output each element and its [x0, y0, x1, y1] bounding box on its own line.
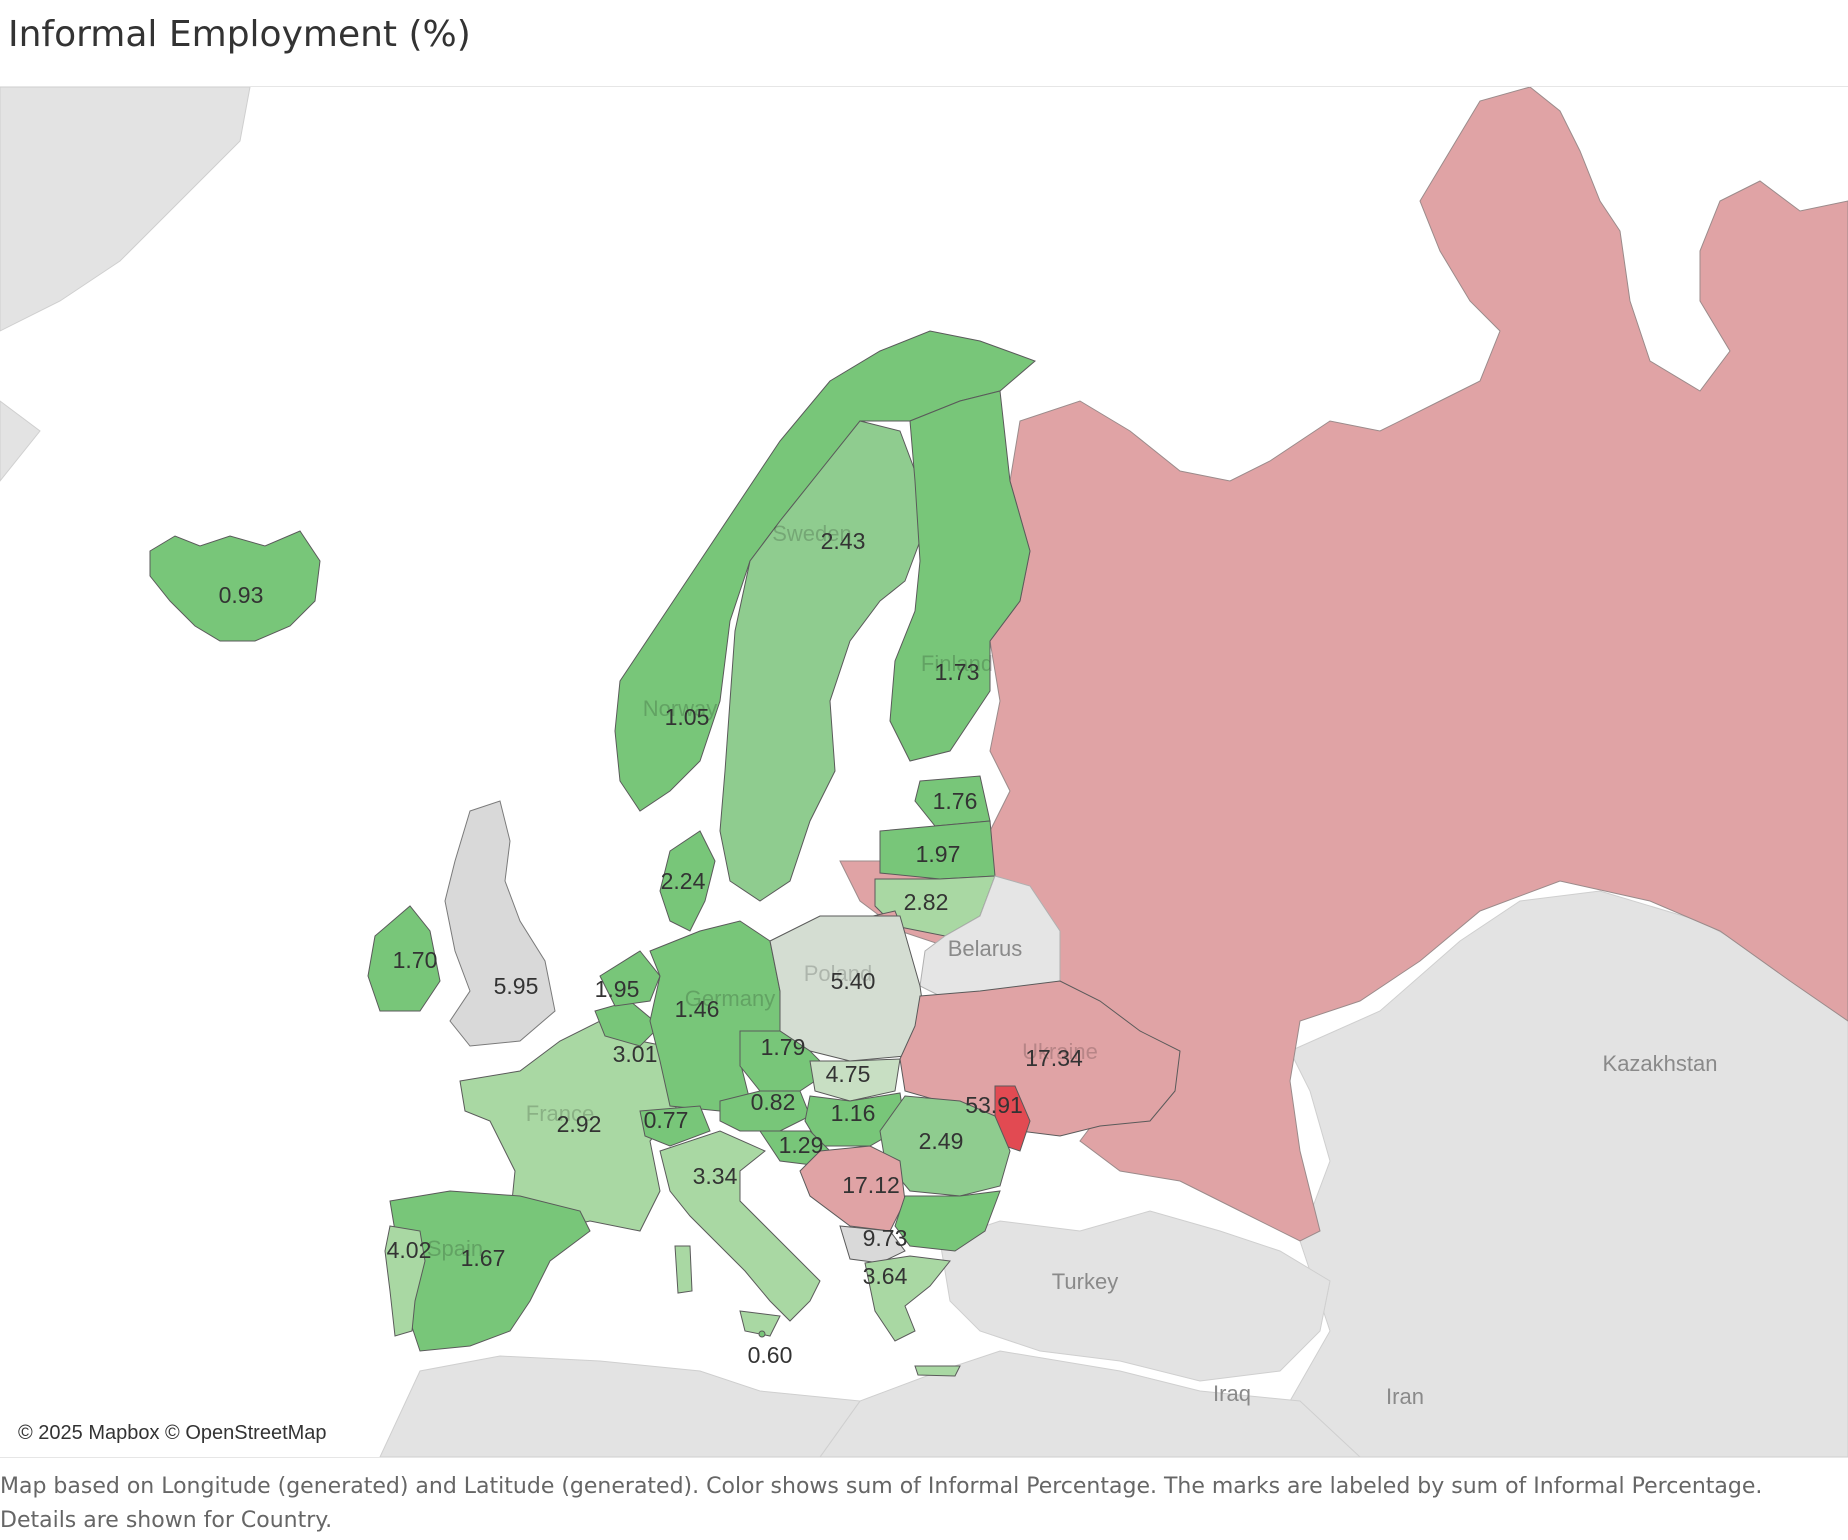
basemap-labels: Belarus Kazakhstan Turkey Iraq Iran: [948, 936, 1718, 1409]
value-label-finland: 1.73: [935, 659, 980, 685]
label-kazakhstan: Kazakhstan: [1603, 1051, 1718, 1076]
region-france[interactable]: [459, 1020, 691, 1232]
value-label-portugal: 4.02: [387, 1237, 432, 1263]
ghost-label-sweden: Sweden: [772, 521, 852, 546]
ghost-label-finland: Finland: [921, 651, 993, 676]
value-label-spain: 1.67: [461, 1245, 506, 1271]
value-label-united-kingdom: 5.95: [494, 973, 539, 999]
value-label-malta: 0.60: [748, 1342, 793, 1368]
ghost-label-spain: Spain: [427, 1236, 483, 1261]
region-germany[interactable]: [649, 920, 791, 1112]
value-label-albania: 9.73: [863, 1225, 908, 1251]
value-label-sweden: 2.43: [821, 528, 866, 554]
ghost-country-names: Sweden Finland Norway Germany Poland Ukr…: [427, 521, 1098, 1261]
value-label-iceland: 0.93: [219, 582, 264, 608]
label-belarus: Belarus: [948, 936, 1023, 961]
value-label-slovenia: 1.29: [779, 1132, 824, 1158]
region-switzerland[interactable]: [639, 1105, 711, 1147]
chart-title: Informal Employment (%): [8, 14, 471, 55]
value-label-moldova: 53.91: [965, 1092, 1023, 1118]
value-label-latvia: 1.97: [916, 841, 961, 867]
map-caption: Map based on Longitude (generated) and L…: [0, 1474, 1763, 1533]
region-netherlands[interactable]: [599, 950, 661, 1007]
region-sicily: [739, 1310, 781, 1337]
label-turkey: Turkey: [1052, 1269, 1118, 1294]
value-label-germany: 1.46: [675, 996, 720, 1022]
ghost-label-poland: Poland: [804, 961, 873, 986]
value-label-denmark: 2.24: [661, 868, 706, 894]
map-canvas[interactable]: Sweden Finland Norway Germany Poland Ukr…: [0, 87, 1848, 1457]
label-iran: Iran: [1386, 1384, 1424, 1409]
region-malta[interactable]: [758, 1330, 766, 1338]
region-sweden[interactable]: [719, 420, 921, 902]
region-bulgaria[interactable]: [894, 1190, 1001, 1252]
region-albania[interactable]: [839, 1225, 906, 1264]
map-view[interactable]: Sweden Finland Norway Germany Poland Ukr…: [0, 86, 1848, 1458]
basemap-land: [0, 87, 1848, 1457]
value-label-ukraine: 17.34: [1025, 1045, 1083, 1071]
value-label-hungary: 1.16: [831, 1100, 876, 1126]
region-sardinia: [674, 1245, 693, 1294]
value-label-italy: 3.34: [693, 1163, 738, 1189]
value-label-greece: 3.64: [863, 1263, 908, 1289]
value-label-ireland: 1.70: [393, 947, 438, 973]
region-italy[interactable]: [659, 1130, 821, 1322]
value-label-austria: 0.82: [751, 1089, 796, 1115]
value-label-switzerland: 0.77: [644, 1107, 689, 1133]
ghost-label-germany: Germany: [685, 986, 775, 1011]
region-slovakia[interactable]: [809, 1058, 901, 1102]
value-label-serbia: 17.12: [842, 1172, 900, 1198]
value-label-belgium: 3.01: [613, 1041, 658, 1067]
ghost-label-ukraine: Ukraine: [1022, 1039, 1098, 1064]
value-label-poland: 5.40: [831, 968, 876, 994]
map-attribution[interactable]: © 2025 Mapbox © OpenStreetMap: [16, 1422, 329, 1445]
value-label-slovakia: 4.75: [826, 1061, 871, 1087]
value-label-czechia: 1.79: [761, 1034, 806, 1060]
region-finland[interactable]: [889, 390, 1031, 762]
ghost-label-norway: Norway: [643, 696, 718, 721]
region-romania[interactable]: [879, 1095, 1011, 1197]
region-ireland[interactable]: [367, 905, 441, 1012]
value-labels: 0.93 1.05 2.43 1.73 1.76 1.97 2.82 2.24 …: [219, 528, 1083, 1368]
value-label-norway: 1.05: [665, 704, 710, 730]
region-iceland[interactable]: [149, 530, 321, 642]
value-label-estonia: 1.76: [933, 788, 978, 814]
region-portugal[interactable]: [384, 1225, 426, 1337]
value-label-france: 2.92: [557, 1111, 602, 1137]
value-label-romania: 2.49: [919, 1128, 964, 1154]
region-crete: [914, 1365, 961, 1377]
region-denmark[interactable]: [659, 830, 716, 932]
ghost-label-france: France: [526, 1101, 594, 1126]
region-austria[interactable]: [719, 1090, 811, 1132]
value-label-lithuania: 2.82: [904, 889, 949, 915]
value-label-netherlands: 1.95: [595, 976, 640, 1002]
region-greece[interactable]: [864, 1255, 951, 1342]
label-iraq: Iraq: [1213, 1381, 1251, 1406]
region-united-kingdom[interactable]: [444, 800, 556, 1047]
